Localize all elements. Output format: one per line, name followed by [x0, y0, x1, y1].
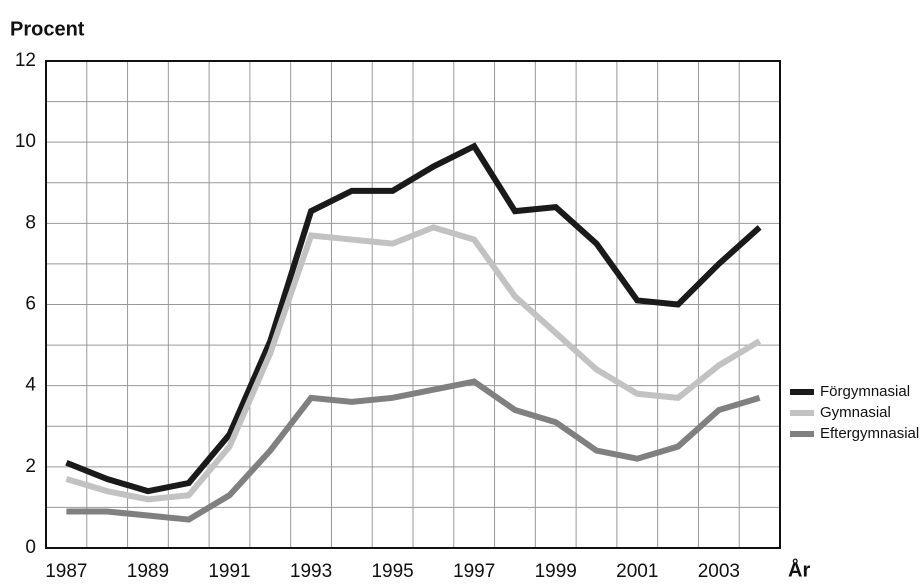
- legend-label: Förgymnasial: [820, 383, 910, 400]
- x-tick-label: 1989: [127, 561, 169, 582]
- x-tick-label: 1991: [208, 561, 250, 582]
- y-tick-label: 6: [25, 294, 36, 315]
- series-line: [65, 224, 762, 503]
- plot-frame: [45, 60, 781, 549]
- x-tick-label: 1993: [290, 561, 332, 582]
- x-tick-label: 2001: [616, 561, 658, 582]
- legend-label: Eftergymnasial: [820, 425, 919, 442]
- y-tick-label: 10: [15, 131, 36, 152]
- series-line: [65, 142, 762, 495]
- legend-label: Gymnasial: [820, 404, 891, 421]
- y-tick-label: 2: [25, 456, 36, 477]
- y-tick-label: 4: [25, 375, 36, 396]
- y-tick-label: 12: [15, 50, 36, 71]
- x-tick-label: 1995: [371, 561, 413, 582]
- y-tick-label: 8: [25, 212, 36, 233]
- x-tick-label: 2003: [698, 561, 740, 582]
- y-axis-label: Procent: [10, 18, 85, 40]
- series-line: [66, 378, 761, 523]
- x-tick-label: 1997: [453, 561, 495, 582]
- y-tick-label: 0: [25, 537, 36, 558]
- x-axis-label: År: [788, 557, 810, 581]
- x-tick-label: 1999: [535, 561, 577, 582]
- x-tick-label: 1987: [45, 561, 87, 582]
